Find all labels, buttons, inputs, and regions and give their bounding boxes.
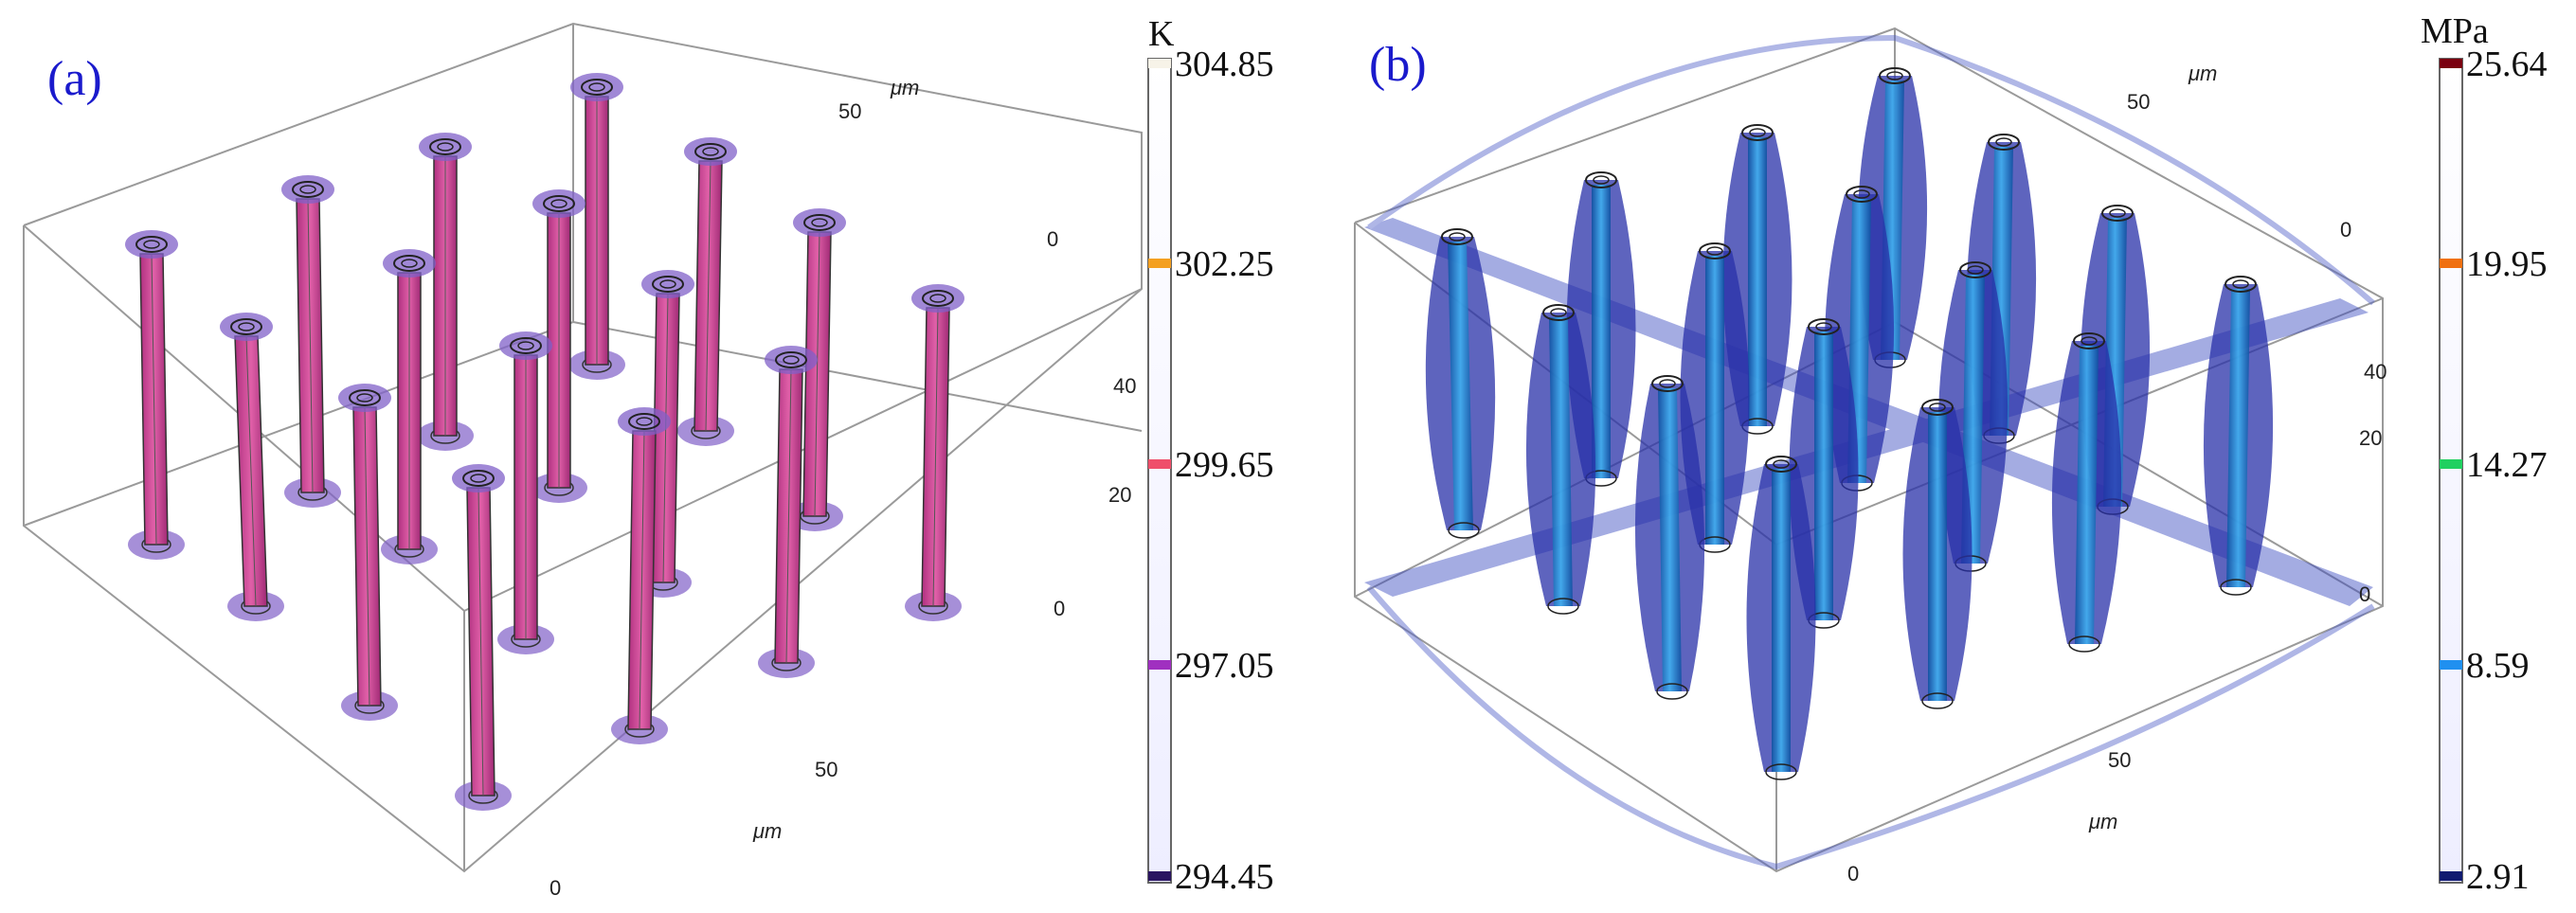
colorbar-a-tick-label: 297.05 (1175, 646, 1274, 686)
colorbar-b-bar (2439, 58, 2463, 884)
pillar-a (497, 331, 554, 654)
colorbar-a-bar (1147, 58, 1172, 884)
pillars-b (1425, 67, 2274, 780)
axis-a-bottom-50: 50 (815, 758, 838, 781)
box-a (23, 22, 1143, 873)
pillar-a (417, 133, 474, 451)
pillar-a (338, 384, 398, 721)
pillar-a (452, 464, 512, 811)
pillars-a (125, 73, 964, 811)
axis-b-right-40: 40 (2364, 360, 2387, 384)
panel-a-label: (a) (47, 52, 102, 106)
colorbar-a-tick-mark (1148, 59, 1171, 68)
colorbar-a-tick-label: 302.25 (1175, 244, 1274, 284)
pillar-a (381, 249, 438, 564)
colorbar-b-tick-label: 2.91 (2466, 857, 2530, 897)
colorbar-a-tick-label: 294.45 (1175, 857, 1274, 897)
pillar-b (1425, 228, 1496, 539)
pillar-b (1634, 375, 1705, 700)
colorbar-a-tick-mark (1148, 459, 1171, 469)
colorbar-b-tick-label: 14.27 (2466, 445, 2548, 485)
panel-a: 50 μm 0 40 20 0 50 μm 0 (a) K 304.85 302.… (23, 14, 1274, 900)
axis-b-right-20: 20 (2359, 426, 2382, 450)
colorbar-b-tick-label: 8.59 (2466, 646, 2530, 686)
pillar-a (568, 73, 625, 380)
axis-a-right-40: 40 (1113, 374, 1136, 398)
axis-a-right-00: 0 (1054, 597, 1065, 620)
colorbar-a-tick-mark (1148, 871, 1171, 881)
axis-b-bottom-50: 50 (2108, 748, 2131, 772)
pillar-b (2051, 332, 2122, 653)
colorbar-b-tick-mark (2440, 871, 2462, 881)
axis-b-top-50: 50 (2127, 90, 2150, 114)
pillar-a (758, 346, 818, 678)
pillar-a (531, 189, 587, 503)
colorbar-b-tick-mark (2440, 259, 2462, 268)
axis-a-bottom-unit: μm (752, 819, 782, 843)
colorbar-a-unit: K (1148, 14, 1175, 54)
axis-b-right-0: 0 (2340, 218, 2351, 242)
pillar-b (1902, 399, 1973, 709)
pillar-a (220, 313, 284, 621)
axis-a-top-unit: μm (890, 76, 919, 99)
axis-a-bottom-0: 0 (549, 876, 561, 900)
colorbar-a-tick-label: 299.65 (1175, 445, 1274, 485)
pillar-b (1525, 304, 1596, 615)
colorbar-b-tick-label: 19.95 (2466, 244, 2548, 284)
colorbar-b-tick-mark (2440, 459, 2462, 469)
axis-b-right-00: 0 (2359, 582, 2370, 606)
pillar-a (611, 407, 671, 744)
panel-b-label: (b) (1369, 38, 1427, 92)
colorbar-a-tick-label: 304.85 (1175, 45, 1274, 84)
colorbar-b-tick-mark (2440, 59, 2462, 68)
pillar-a (281, 175, 341, 508)
pillar-a (125, 230, 185, 560)
pillar-b (1746, 456, 1816, 780)
axis-a-top-50: 50 (838, 99, 861, 123)
colorbar-a: K 304.85 302.25 299.65 297.05 294.45 (1147, 14, 1274, 897)
colorbar-a-tick-mark (1148, 660, 1171, 670)
colorbar-a-tick-mark (1148, 259, 1171, 268)
pillar-a (677, 137, 737, 446)
pillar-a (905, 284, 964, 621)
pillar-b (2203, 276, 2274, 596)
axis-a-right-20: 20 (1108, 483, 1131, 507)
colorbar-b-unit: MPa (2421, 11, 2489, 51)
colorbar-b-tick-label: 25.64 (2466, 45, 2548, 84)
colorbar-b: MPa 25.64 19.95 14.27 8.59 2.91 (2421, 11, 2548, 897)
axis-b-bottom-0: 0 (1847, 862, 1859, 886)
axis-b-top-unit: μm (2188, 62, 2217, 85)
axis-a-right-0: 0 (1047, 227, 1058, 251)
colorbar-b-tick-mark (2440, 660, 2462, 670)
axis-b-bottom-unit: μm (2088, 810, 2117, 833)
panel-b: 50 μm 0 40 20 0 50 μm 0 (b) MPa 25.64 19.… (1354, 11, 2548, 897)
